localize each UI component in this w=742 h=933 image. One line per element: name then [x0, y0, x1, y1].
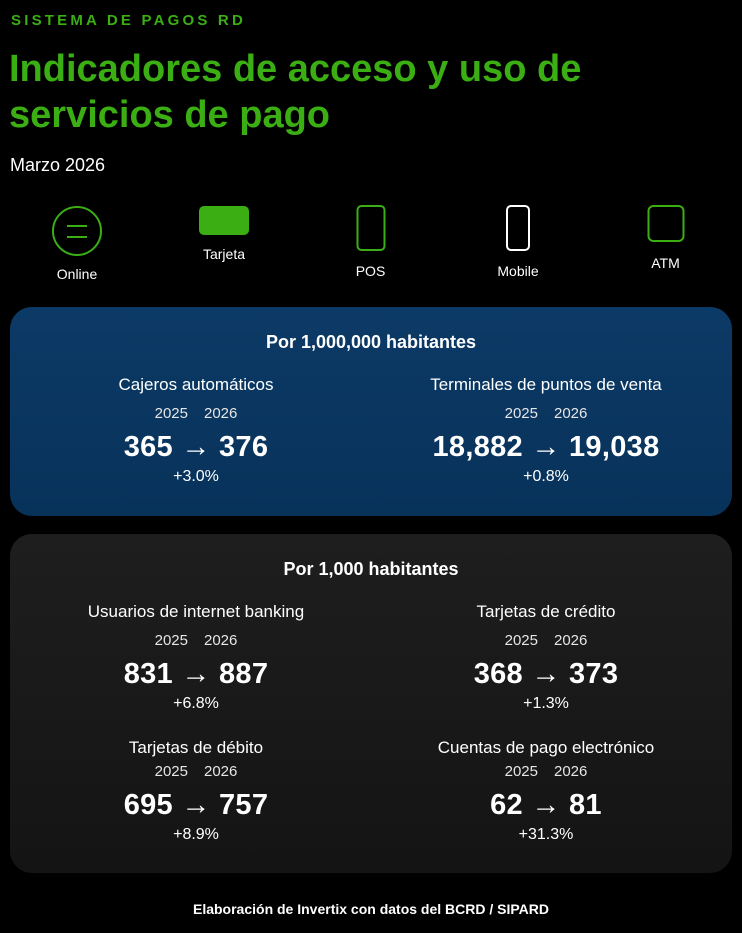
- globe-icon: [52, 206, 102, 256]
- mobile-phone-icon: [506, 205, 530, 251]
- year-start: 2025: [504, 763, 538, 780]
- page-title: Indicadores de acceso y uso de servicios…: [9, 48, 582, 136]
- metric-name: Cajeros automáticos: [118, 375, 274, 394]
- metric-tarjetas-credito: Tarjetas de crédito 2025 2026 368 → 373 +…: [371, 601, 721, 714]
- metric-values: 18,882 → 19,038: [432, 431, 660, 463]
- atm-icon: [647, 205, 684, 242]
- panel-heading: Por 1,000,000 habitantes: [265, 332, 477, 352]
- year-end: 2026: [204, 632, 238, 649]
- year-end: 2026: [554, 763, 588, 780]
- channel-label: Online: [56, 266, 98, 282]
- channel-online: Online: [51, 206, 103, 286]
- metric-years: 2025 2026: [371, 763, 721, 781]
- year-end: 2026: [204, 405, 238, 422]
- year-end: 2026: [554, 405, 588, 422]
- page-subtitle: Marzo 2026: [10, 155, 106, 175]
- metric-name: Usuarios de internet banking: [87, 602, 305, 621]
- metric-values: 831 → 887: [123, 658, 269, 690]
- metric-name: Tarjetas de crédito: [476, 602, 616, 621]
- metric-change: +3.0%: [173, 468, 219, 485]
- year-start: 2025: [154, 405, 188, 422]
- metric-change: +6.8%: [173, 695, 219, 712]
- metric-name: Tarjetas de débito: [128, 738, 264, 757]
- channel-atm: ATM: [646, 205, 685, 275]
- metric-change: +1.3%: [523, 695, 569, 712]
- metric-name: Terminales de puntos de venta: [430, 375, 662, 394]
- metric-change: +8.9%: [173, 826, 219, 843]
- metric-internet-banking: Usuarios de internet banking 2025 2026 83…: [21, 601, 371, 714]
- metric-change: +31.3%: [518, 826, 574, 843]
- year-end: 2026: [554, 632, 588, 649]
- year-start: 2025: [504, 405, 538, 422]
- per-million-panel: Por 1,000,000 habitantes Cajeros automát…: [10, 307, 732, 516]
- metric-values: 695 → 757: [123, 789, 269, 821]
- channel-pos: POS: [355, 205, 386, 285]
- metric-tarjetas-debito: Tarjetas de débito 2025 2026 695 → 757 +8…: [21, 737, 371, 845]
- metric-years: 2025 2026: [21, 632, 371, 650]
- metric-years: 2025 2026: [371, 632, 721, 650]
- channel-mobile: Mobile: [497, 205, 539, 285]
- metric-years: 2025 2026: [21, 405, 371, 423]
- metric-values: 62 → 81: [490, 789, 602, 821]
- metric-change: +0.8%: [523, 468, 569, 485]
- metric-values: 365 → 376: [123, 431, 269, 463]
- metric-cajeros: Cajeros automáticos 2025 2026 365 → 376 +…: [21, 374, 371, 487]
- card-icon: [199, 206, 249, 235]
- per-thousand-panel: Por 1,000 habitantes Usuarios de interne…: [10, 534, 732, 873]
- year-start: 2025: [154, 763, 188, 780]
- pos-terminal-icon: [356, 205, 385, 251]
- metric-years: 2025 2026: [21, 763, 371, 781]
- metric-terminales: Terminales de puntos de venta 2025 2026 1…: [371, 374, 721, 487]
- metric-name: Cuentas de pago electrónico: [437, 738, 655, 757]
- kicker-label: SISTEMA DE PAGOS RD: [11, 12, 246, 29]
- source-footer: Elaboración de Invertix con datos del BC…: [192, 901, 550, 917]
- channel-label: Mobile: [497, 263, 539, 279]
- panel-heading: Por 1,000 habitantes: [283, 559, 459, 579]
- year-start: 2025: [504, 632, 538, 649]
- metric-cuentas-pago: Cuentas de pago electrónico 2025 2026 62 …: [371, 737, 721, 845]
- metric-years: 2025 2026: [371, 405, 721, 423]
- metric-values: 368 → 373: [473, 658, 619, 690]
- year-start: 2025: [154, 632, 188, 649]
- channel-label: ATM: [651, 255, 680, 271]
- channel-label: Tarjeta: [202, 246, 246, 262]
- year-end: 2026: [204, 763, 238, 780]
- channel-label: POS: [355, 263, 386, 279]
- channel-tarjeta: Tarjeta: [199, 206, 249, 266]
